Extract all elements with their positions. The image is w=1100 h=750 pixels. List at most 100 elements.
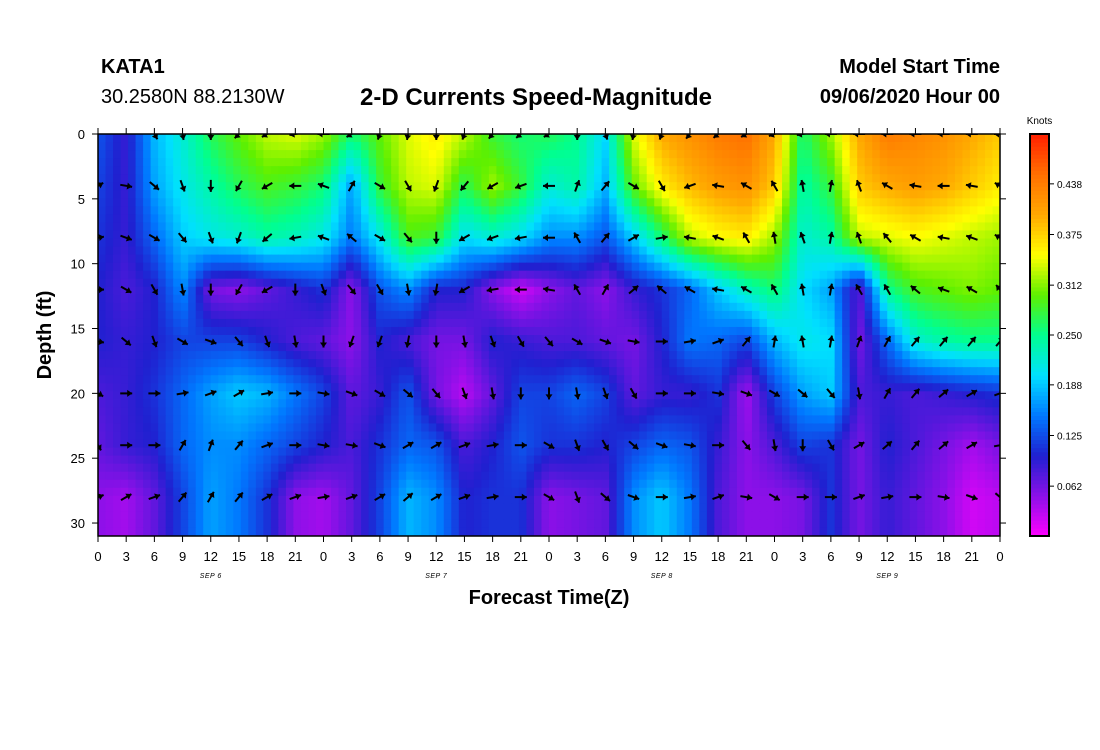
heatmap-cell — [503, 238, 513, 248]
heatmap-cell — [120, 150, 129, 159]
heatmap-cell — [684, 367, 693, 376]
heatmap-cell — [210, 447, 219, 457]
heatmap-cell — [564, 214, 573, 224]
heatmap-cell — [714, 359, 723, 368]
heatmap-cell — [308, 391, 317, 400]
station-name: KATA1 — [101, 56, 165, 78]
heatmap-cell — [541, 415, 550, 425]
heatmap-cell — [834, 310, 843, 320]
heatmap-cell — [203, 286, 212, 296]
heatmap-cell — [766, 198, 776, 207]
heatmap-cell — [556, 198, 565, 207]
heatmap-cell — [361, 302, 370, 312]
heatmap-cell — [669, 455, 678, 465]
heatmap-cell — [797, 439, 806, 449]
heatmap-cell — [684, 190, 693, 199]
heatmap-cell — [691, 230, 700, 240]
heatmap-cell — [263, 326, 272, 336]
heatmap-cell — [721, 214, 730, 224]
heatmap-cell — [797, 375, 806, 384]
heatmap-cell — [864, 455, 873, 465]
heatmap-cell — [556, 238, 565, 248]
heatmap-cell — [383, 158, 392, 167]
heatmap-cell — [180, 318, 189, 328]
heatmap-cell — [255, 246, 264, 256]
heatmap-cell — [917, 367, 926, 376]
heatmap-cell — [353, 198, 362, 207]
heatmap-cell — [842, 439, 851, 449]
heatmap-cell — [924, 302, 933, 312]
heatmap-cell — [646, 383, 655, 392]
heatmap-cell — [706, 326, 715, 336]
heatmap-cell — [180, 190, 189, 199]
heatmap-cell — [782, 343, 791, 352]
heatmap-cell — [533, 407, 543, 416]
heatmap-cell — [361, 463, 370, 473]
heatmap-cell — [586, 206, 595, 215]
heatmap-cell — [233, 383, 242, 392]
heatmap-cell — [165, 391, 174, 400]
heatmap-cell — [556, 343, 565, 352]
heatmap-cell — [413, 206, 422, 215]
heatmap-cell — [158, 286, 167, 296]
heatmap-cell — [285, 439, 295, 449]
heatmap-cell — [669, 343, 678, 352]
heatmap-cell — [383, 254, 392, 264]
heatmap-cell — [135, 383, 144, 392]
heatmap-cell — [383, 134, 392, 143]
heatmap-cell — [391, 375, 400, 384]
heatmap-cell — [631, 278, 640, 288]
heatmap-cell — [879, 214, 888, 224]
heatmap-cell — [947, 150, 956, 159]
heatmap-cell — [736, 230, 746, 240]
heatmap-cell — [496, 246, 505, 256]
heatmap-cell — [128, 198, 137, 207]
heatmap-cell — [797, 455, 806, 465]
heatmap-cell — [894, 383, 903, 392]
heatmap-cell — [173, 294, 182, 304]
heatmap-cell — [285, 254, 295, 264]
heatmap-cell — [857, 415, 866, 425]
heatmap-cell — [353, 423, 362, 433]
heatmap-cell — [609, 182, 618, 191]
heatmap-cell — [616, 447, 625, 457]
heatmap-cell — [774, 278, 783, 288]
heatmap-cell — [932, 278, 941, 288]
heatmap-cell — [526, 463, 535, 473]
heatmap-cell — [857, 246, 866, 256]
heatmap-cell — [954, 214, 964, 224]
heatmap-cell — [954, 190, 964, 199]
heatmap-cell — [113, 326, 122, 336]
heatmap-cell — [248, 367, 257, 376]
heatmap-cell — [165, 359, 174, 368]
heatmap-cell — [255, 415, 264, 425]
heatmap-cell — [721, 415, 730, 425]
heatmap-cell — [481, 326, 490, 336]
heatmap-cell — [819, 399, 828, 408]
heatmap-cell — [804, 343, 813, 352]
heatmap-cell — [977, 254, 986, 264]
heatmap-cell — [361, 335, 370, 344]
heatmap-cell — [188, 214, 197, 224]
heatmap-cell — [120, 391, 129, 400]
heatmap-cell — [443, 318, 452, 328]
heatmap-cell — [706, 262, 715, 272]
heatmap-cell — [917, 254, 926, 264]
heatmap-cell — [308, 286, 317, 296]
heatmap-cell — [451, 351, 460, 360]
heatmap-cell — [992, 335, 1000, 344]
heatmap-cell — [533, 302, 543, 312]
heatmap-cell — [391, 423, 400, 433]
heatmap-cell — [496, 230, 505, 240]
heatmap-cell — [150, 335, 159, 344]
heatmap-cell — [391, 439, 400, 449]
heatmap-cell — [932, 447, 941, 457]
heatmap-cell — [346, 174, 355, 183]
heatmap-cell — [669, 391, 678, 400]
heatmap-cell — [511, 463, 520, 473]
heatmap-cell — [864, 270, 873, 280]
heatmap-cell — [428, 375, 437, 384]
heatmap-cell — [98, 254, 107, 264]
heatmap-cell — [233, 359, 242, 368]
heatmap-cell — [789, 399, 798, 408]
